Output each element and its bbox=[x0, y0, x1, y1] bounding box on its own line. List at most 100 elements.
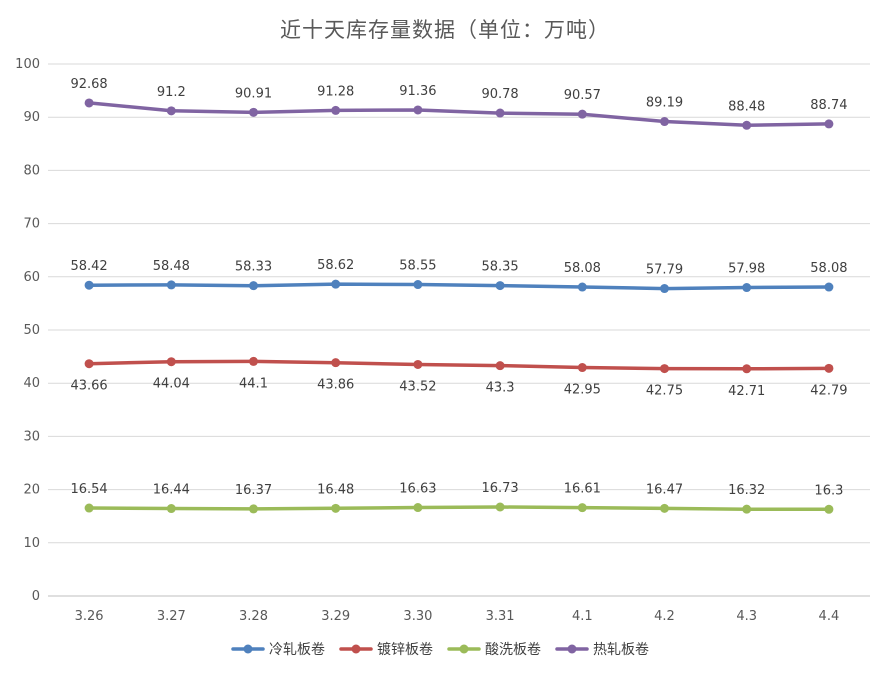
legend-label-4: 热轧板卷 bbox=[593, 642, 649, 658]
data-point-1-4-1 bbox=[577, 282, 587, 292]
y-tick-label-0: 0 bbox=[32, 589, 40, 604]
chart-title: 近十天库存量数据（单位：万吨） bbox=[280, 18, 610, 42]
data-point-4-4-2 bbox=[660, 117, 669, 127]
data-label-1-3-31: 58.35 bbox=[481, 260, 518, 275]
data-label-3-3-26: 16.54 bbox=[70, 482, 107, 497]
y-tick-label-90: 90 bbox=[23, 110, 40, 125]
data-point-3-3-28 bbox=[249, 504, 258, 514]
data-point-2-4-3 bbox=[742, 364, 752, 374]
x-tick-label-3-27: 3.27 bbox=[157, 609, 186, 624]
data-label-4-3-26: 92.68 bbox=[70, 77, 107, 92]
data-point-2-3-28 bbox=[249, 356, 258, 366]
data-label-1-4-3: 57.98 bbox=[728, 262, 765, 277]
legend[interactable]: 冷轧板卷 镀锌板卷 酸洗板卷 热轧板卷 bbox=[231, 641, 649, 658]
gridlines bbox=[48, 63, 870, 597]
series-line-4 bbox=[87, 101, 831, 128]
data-point-2-4-2 bbox=[660, 364, 669, 374]
data-point-1-4-4 bbox=[824, 282, 834, 292]
data-point-4-3-29 bbox=[331, 105, 341, 115]
data-point-3-3-31 bbox=[495, 502, 505, 512]
data-point-1-3-27 bbox=[166, 280, 176, 290]
data-point-2-3-31 bbox=[495, 361, 505, 371]
data-label-2-4-2: 42.75 bbox=[646, 384, 683, 399]
legend-item-4[interactable]: 热轧板卷 bbox=[555, 642, 649, 658]
data-label-4-3-30: 91.36 bbox=[399, 84, 436, 99]
data-point-4-3-30 bbox=[413, 105, 423, 115]
data-label-1-4-4: 58.08 bbox=[810, 261, 847, 276]
data-label-3-3-30: 16.63 bbox=[399, 482, 436, 497]
data-point-4-4-1 bbox=[577, 109, 587, 119]
data-label-1-3-29: 58.62 bbox=[317, 258, 354, 273]
data-label-1-3-28: 58.33 bbox=[235, 260, 272, 275]
data-point-4-4-3 bbox=[742, 120, 752, 130]
data-label-3-4-4: 16.3 bbox=[814, 483, 843, 498]
x-tick-label-4-2: 4.2 bbox=[654, 609, 675, 624]
series-3 bbox=[84, 502, 834, 514]
data-label-3-4-1: 16.61 bbox=[564, 482, 601, 497]
series-line-2 bbox=[87, 359, 831, 371]
legend-label-2: 镀锌板卷 bbox=[377, 641, 433, 658]
data-label-2-4-1: 42.95 bbox=[564, 383, 601, 398]
legend-swatch-marker bbox=[567, 644, 577, 654]
data-point-1-4-2 bbox=[660, 284, 669, 294]
data-point-2-4-1 bbox=[577, 363, 587, 373]
data-label-3-4-2: 16.47 bbox=[646, 482, 683, 497]
data-label-1-4-1: 58.08 bbox=[564, 261, 601, 276]
y-tick-label-100: 100 bbox=[15, 57, 40, 72]
data-point-4-3-26 bbox=[84, 98, 94, 108]
data-point-2-3-26 bbox=[84, 359, 94, 369]
data-point-2-3-29 bbox=[331, 358, 341, 368]
data-point-4-4-4 bbox=[824, 119, 834, 129]
data-point-1-3-26 bbox=[84, 280, 94, 290]
data-label-4-4-2: 89.19 bbox=[646, 96, 683, 111]
series-4 bbox=[84, 98, 834, 130]
data-label-3-3-27: 16.44 bbox=[153, 483, 190, 498]
data-label-3-4-3: 16.32 bbox=[728, 483, 765, 498]
data-point-3-4-1 bbox=[577, 503, 587, 513]
data-point-1-3-31 bbox=[495, 281, 505, 291]
data-label-2-4-4: 42.79 bbox=[810, 383, 847, 398]
y-tick-label-30: 30 bbox=[23, 429, 40, 444]
data-label-2-3-26: 43.66 bbox=[70, 379, 107, 394]
y-tick-label-40: 40 bbox=[23, 376, 40, 391]
legend-swatch-marker bbox=[351, 644, 361, 654]
legend-swatch-marker bbox=[243, 644, 253, 654]
data-point-3-3-27 bbox=[166, 504, 176, 514]
data-labels: 58.42 58.48 58.33 58.62 58.55 58.35 58.08 57.79… bbox=[70, 77, 847, 498]
x-axis-ticks: 3.26 3.27 3.28 3.29 3.30 3.31 4.1 4.2 4.3 4.4 bbox=[75, 609, 840, 624]
legend-label-3: 酸洗板卷 bbox=[485, 642, 541, 658]
y-tick-label-10: 10 bbox=[23, 536, 40, 551]
x-tick-label-4-1: 4.1 bbox=[572, 609, 593, 624]
x-tick-label-3-31: 3.31 bbox=[486, 609, 515, 624]
data-label-4-3-28: 90.91 bbox=[235, 86, 272, 101]
data-point-1-3-29 bbox=[331, 279, 341, 289]
data-point-2-3-27 bbox=[166, 357, 176, 367]
data-label-4-3-31: 90.78 bbox=[481, 87, 518, 102]
legend-item-2[interactable]: 镀锌板卷 bbox=[339, 641, 433, 658]
legend-item-1[interactable]: 冷轧板卷 bbox=[231, 642, 325, 658]
legend-item-3[interactable]: 酸洗板卷 bbox=[447, 642, 541, 658]
data-point-4-3-28 bbox=[249, 107, 258, 117]
data-label-2-4-3: 42.71 bbox=[728, 384, 765, 399]
data-label-2-3-30: 43.52 bbox=[399, 379, 436, 394]
data-label-3-3-31: 16.73 bbox=[481, 481, 518, 496]
series-line-1 bbox=[87, 282, 831, 291]
legend-label-1: 冷轧板卷 bbox=[269, 642, 325, 658]
data-label-4-4-4: 88.74 bbox=[810, 98, 847, 113]
data-point-2-3-30 bbox=[413, 359, 423, 369]
data-point-2-4-4 bbox=[824, 363, 834, 373]
data-label-2-3-28: 44.1 bbox=[239, 376, 268, 391]
data-label-4-4-3: 88.48 bbox=[728, 99, 765, 114]
data-label-1-4-2: 57.79 bbox=[646, 263, 683, 278]
y-tick-label-80: 80 bbox=[23, 163, 40, 178]
data-point-1-3-28 bbox=[249, 281, 258, 291]
data-point-3-4-2 bbox=[660, 503, 669, 513]
x-tick-label-3-29: 3.29 bbox=[321, 609, 350, 624]
x-tick-label-4-4: 4.4 bbox=[819, 609, 840, 624]
data-label-4-3-29: 91.28 bbox=[317, 84, 354, 99]
y-tick-label-20: 20 bbox=[23, 483, 40, 498]
series-layer bbox=[84, 98, 834, 514]
data-point-4-3-27 bbox=[166, 106, 176, 116]
x-tick-label-3-28: 3.28 bbox=[239, 609, 268, 624]
